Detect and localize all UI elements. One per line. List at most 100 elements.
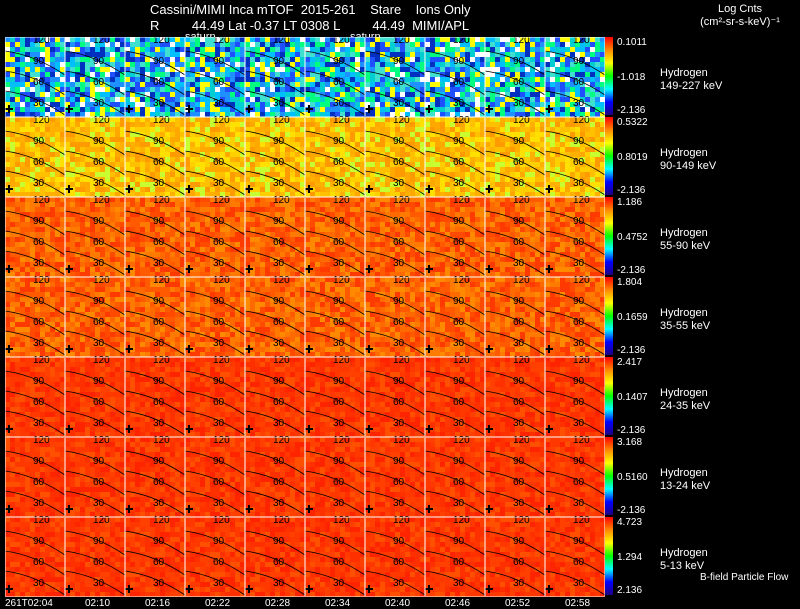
contour-label: 60 [513, 317, 525, 328]
contour-label: 90 [453, 216, 465, 227]
contour-label: 30 [93, 98, 105, 109]
contour-label: 90 [273, 56, 285, 67]
scale-max: 0.5322 [617, 117, 648, 128]
contour-label: 120 [453, 515, 470, 526]
contour-label: 90 [153, 216, 165, 227]
contour-label: 60 [573, 317, 585, 328]
contour-label: 120 [93, 515, 110, 526]
contour-label: 30 [33, 578, 45, 589]
contour-label: 60 [513, 397, 525, 408]
contour-label: 30 [153, 98, 165, 109]
row-3: 120 90 60 30 120 90 60 30 120 90 60 30 120 90 60 30 120 9… [5, 275, 605, 357]
contour-label: 90 [213, 136, 225, 147]
contour-label: 60 [453, 237, 465, 248]
contour-label: 120 [453, 275, 470, 286]
contour-label: 60 [93, 77, 105, 88]
scale-max: 3.168 [617, 437, 643, 448]
contour-label: 60 [213, 77, 225, 88]
contour-label: 60 [453, 477, 465, 488]
contour-label: 120 [33, 275, 50, 286]
contour-label: 30 [333, 98, 345, 109]
contour-label: 90 [33, 536, 45, 547]
contour-label: 120 [513, 515, 530, 526]
contour-label: 120 [213, 435, 230, 446]
contour-label: 90 [273, 456, 285, 467]
contour-label: 60 [213, 477, 225, 488]
scale-min: 2.136 [617, 585, 643, 596]
legend-bfield: B-field Particle Flow [700, 572, 789, 583]
contour-label: 60 [153, 237, 165, 248]
contour-label: 120 [513, 195, 530, 206]
contour-label: 90 [33, 136, 45, 147]
contour-label: 90 [573, 376, 585, 387]
time-label: 02:40 [385, 598, 411, 609]
contour-label: 120 [273, 515, 290, 526]
contour-label: 60 [213, 397, 225, 408]
scale-mid: 0.1407 [617, 392, 648, 403]
contour-label: 90 [153, 296, 165, 307]
contour-label: 120 [153, 435, 170, 446]
contour-label: 30 [153, 418, 165, 429]
contour-label: 90 [213, 536, 225, 547]
contour-label: 30 [213, 178, 225, 189]
contour-label: 120 [153, 115, 170, 126]
contour-label: 90 [93, 216, 105, 227]
contour-label: 90 [153, 456, 165, 467]
contour-label: 90 [393, 136, 405, 147]
contour-label: 60 [393, 397, 405, 408]
contour-label: 60 [273, 317, 285, 328]
contour-label: 120 [513, 355, 530, 366]
contour-label: 60 [453, 317, 465, 328]
contour-label: 30 [213, 578, 225, 589]
contour-label: 120 [573, 195, 590, 206]
contour-label: 30 [573, 418, 585, 429]
contour-label: 60 [513, 237, 525, 248]
scale-max: 4.723 [617, 517, 643, 528]
contour-label: 60 [273, 477, 285, 488]
contour-label: 30 [33, 98, 45, 109]
contour-label: 120 [93, 435, 110, 446]
image-grid: 120 90 60 30 120 90 60 30 120 90 60 30 120 90 60 30 120 9… [5, 37, 605, 597]
contour-label: 90 [213, 456, 225, 467]
contour-label: 60 [153, 317, 165, 328]
contour-label: 120 [333, 275, 350, 286]
contour-label: 120 [453, 115, 470, 126]
contour-label: 30 [393, 418, 405, 429]
contour-label: 90 [573, 296, 585, 307]
scale-mid: -1.018 [617, 72, 646, 83]
contour-label: 90 [93, 536, 105, 547]
contour-label: 90 [453, 56, 465, 67]
row-1: 120 90 60 30 120 90 60 30 120 90 60 30 120 90 60 30 120 9… [5, 115, 605, 197]
contour-label: 120 [273, 37, 290, 46]
contour-label: 60 [333, 237, 345, 248]
time-label: 261T02:04 [5, 598, 53, 609]
contour-label: 30 [573, 258, 585, 269]
contour-label: 120 [573, 115, 590, 126]
contour-label: 60 [33, 77, 45, 88]
contour-label: 120 [573, 435, 590, 446]
contour-label: 90 [573, 536, 585, 547]
contour-label: 90 [513, 376, 525, 387]
contour-label: 90 [453, 296, 465, 307]
contour-label: 60 [393, 157, 405, 168]
contour-label: 90 [333, 56, 345, 67]
scale-mid: 0.1659 [617, 312, 648, 323]
contour-label: 120 [213, 355, 230, 366]
contour-label: 30 [273, 98, 285, 109]
contour-label: 30 [213, 498, 225, 509]
units-label: Log Cnts (cm²-sr-s-keV)⁻¹ [700, 3, 780, 29]
contour-label: 120 [453, 195, 470, 206]
contour-label: 120 [333, 37, 350, 46]
contour-label: 30 [33, 178, 45, 189]
contour-label: 90 [33, 56, 45, 67]
contour-label: 60 [513, 157, 525, 168]
contour-label: 120 [453, 37, 470, 46]
contour-label: 90 [93, 376, 105, 387]
colorbar [605, 117, 613, 195]
contour-label: 30 [453, 178, 465, 189]
contour-label: 60 [333, 397, 345, 408]
colorbar [605, 437, 613, 515]
colorbar [605, 517, 613, 595]
contour-label: 60 [93, 157, 105, 168]
contour-label: 30 [513, 498, 525, 509]
